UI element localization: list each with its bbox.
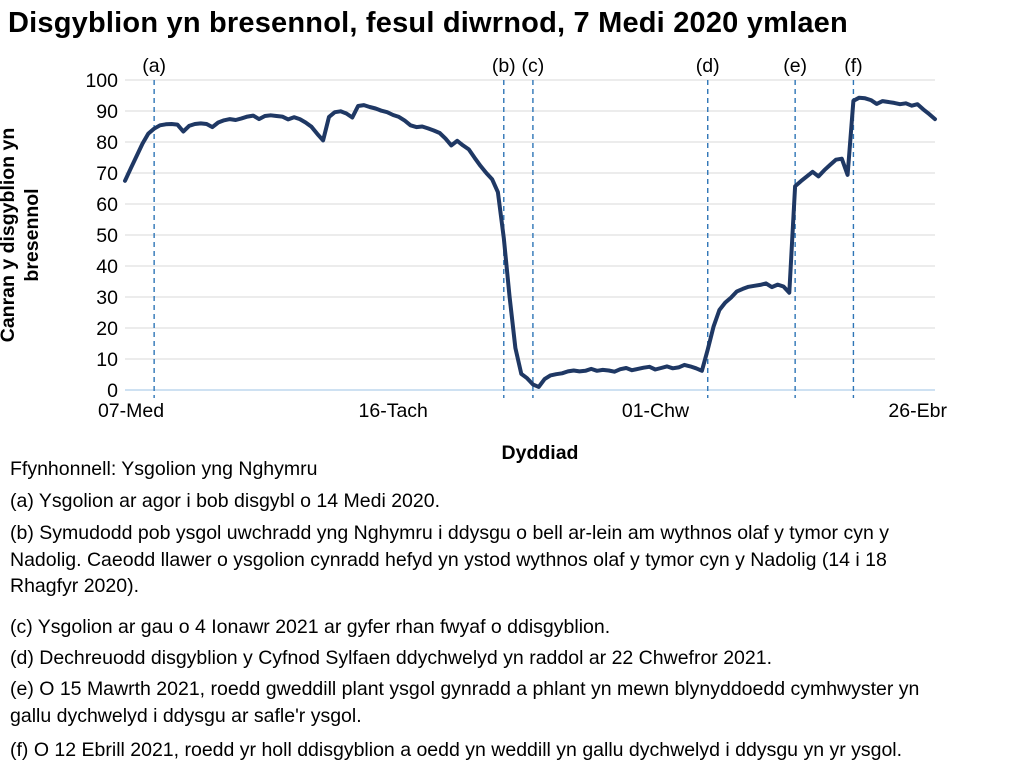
footnote-c: (c) Ysgolion ar gau o 4 Ionawr 2021 ar g… [10,616,611,638]
y-tick-label-70: 70 [96,163,118,185]
y-axis-title: Canran y disgyblion ynbresennol [0,128,43,343]
attendance-line-chart: 0 10 20 30 40 50 60 70 80 90 100 (a) (b) (c) (d) (e) (f)… [0,55,947,464]
chart-title: Disgyblion yn bresennol, fesul diwrnod, … [8,7,848,39]
footnote-a: (a) Ysgolion ar agor i bob disgybl o 14 … [10,490,440,512]
x-tick-label-07-Med: 07-Med [98,400,164,422]
y-tick-label-90: 90 [96,101,118,123]
y-tick-label-40: 40 [96,256,118,278]
annotation-label-b: (b) [492,55,516,77]
annotation-label-d: (d) [696,55,720,77]
x-tick-label-01-Chw: 01-Chw [622,400,690,422]
x-tick-label-16-Tach: 16-Tach [359,400,428,422]
footnote-b: (b) Symudodd pob ysgol uwchradd yng Nghy… [10,522,889,597]
y-tick-label-80: 80 [96,132,118,154]
y-tick-label-60: 60 [96,194,118,216]
y-tick-label-30: 30 [96,287,118,309]
annotation-label-f: (f) [844,55,862,77]
y-tick-label-100: 100 [85,70,118,92]
footnote-f: (f) O 12 Ebrill 2021, roedd yr holl ddis… [10,739,903,761]
x-tick-label-26-Ebr: 26-Ebr [888,400,947,422]
annotation-label-c: (c) [522,55,545,77]
footnote-d: (d) Dechreuodd disgyblion y Cyfnod Sylfa… [10,647,773,669]
attendance-series-line [123,95,937,389]
y-tick-label-20: 20 [96,318,118,340]
annotation-label-e: (e) [783,55,807,77]
annotation-label-a: (a) [142,55,166,77]
y-tick-label-10: 10 [96,349,118,371]
source-note: Ffynhonnell: Ysgolion yng Nghymru [10,458,318,480]
x-axis-title: Dyddiad [502,442,579,464]
y-tick-label-0: 0 [107,380,118,402]
y-tick-label-50: 50 [96,225,118,247]
footnote-e: (e) O 15 Mawrth 2021, roedd gweddill pla… [10,678,920,727]
